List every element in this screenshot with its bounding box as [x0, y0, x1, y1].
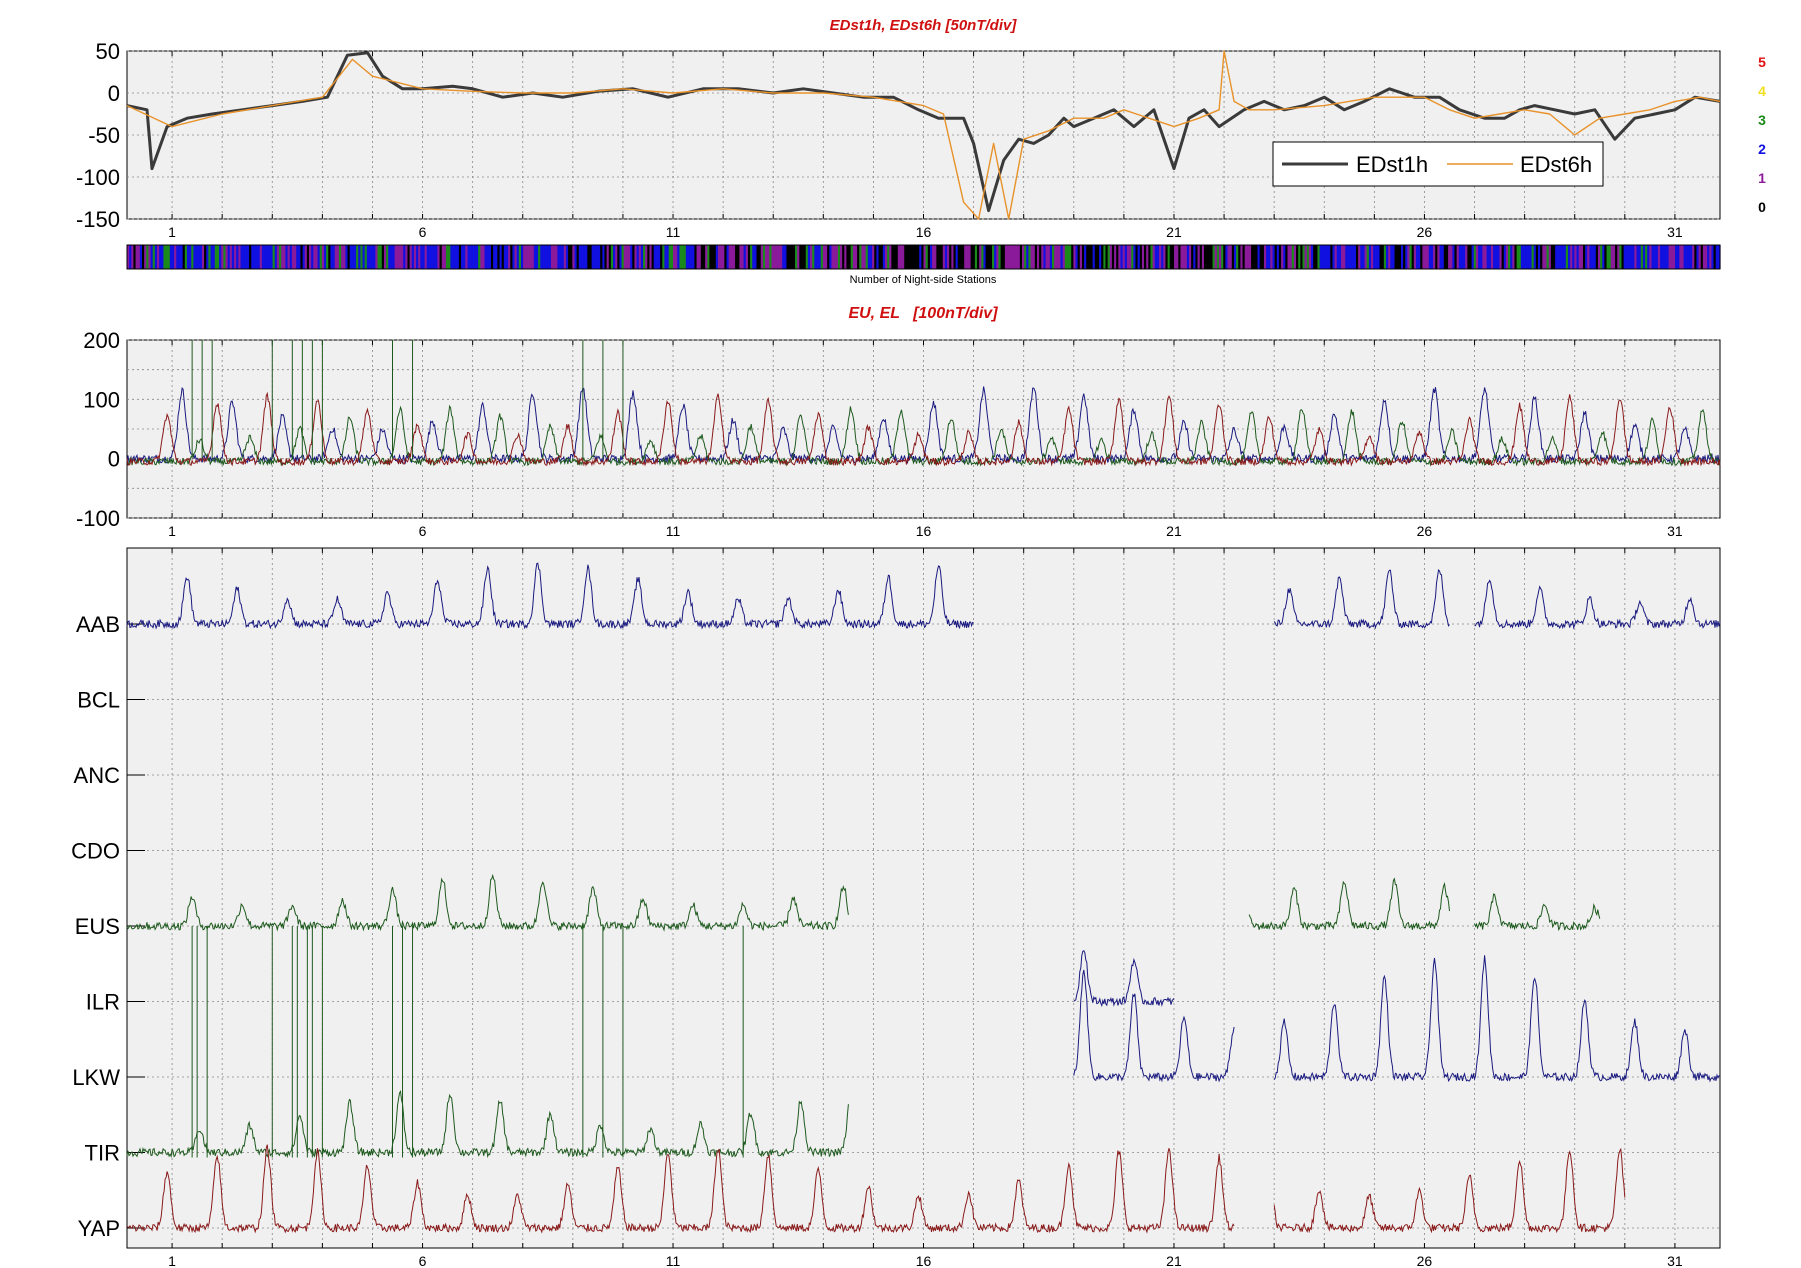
edst-xtick-label: 16 — [916, 224, 932, 240]
station-label-aab: AAB — [76, 612, 120, 637]
stations-xtick-label: 1 — [168, 1253, 176, 1268]
eu-el-ytick-label: -100 — [76, 506, 120, 531]
station-trace-ilr — [1273, 955, 1721, 1083]
edst-xtick-label: 26 — [1417, 224, 1433, 240]
eu-el-xtick-label: 11 — [666, 523, 681, 539]
stations-xtick-label: 16 — [916, 1253, 932, 1268]
eu-el-ytick-label: 200 — [83, 328, 120, 353]
station-trace-aab — [1273, 568, 1450, 630]
scale-label-5: 5 — [1758, 54, 1766, 70]
scale-label-0: 0 — [1758, 199, 1766, 215]
edst-panel: EDst1h, EDst6h [50nT/div] 50 0 -50 -100 -150… — [76, 17, 1721, 240]
edst-title: EDst1h, EDst6h [50nT/div] — [830, 17, 1018, 34]
station-trace-eus — [1248, 877, 1450, 931]
series-edst6h — [126, 50, 1721, 220]
eu-el-xtick-label: 16 — [916, 523, 932, 539]
station-count-scale: 5 4 3 2 1 0 — [1758, 54, 1766, 215]
station-label-bcl: BCL — [77, 688, 120, 713]
edst-xtick-label: 1 — [168, 224, 176, 240]
station-trace-tir — [126, 1089, 849, 1159]
station-trace-aab — [1474, 579, 1721, 630]
station-trace-eus — [1474, 893, 1601, 932]
stations-xtick-label: 11 — [666, 1253, 681, 1268]
station-trace-yap — [126, 1144, 1235, 1234]
eu-el-xtick-label: 1 — [168, 523, 176, 539]
eu-el-xtick-label: 31 — [1667, 523, 1683, 539]
scale-label-4: 4 — [1758, 83, 1766, 99]
stations-xtick-label: 31 — [1667, 1253, 1683, 1268]
legend-label-edst6h: EDst6h — [1520, 152, 1592, 177]
eu-el-xtick-label: 6 — [419, 523, 427, 539]
station-label-cdo: CDO — [71, 839, 120, 864]
station-label-tir: TIR — [85, 1141, 120, 1166]
station-label-anc: ANC — [74, 763, 121, 788]
scale-label-1: 1 — [1758, 170, 1766, 186]
legend-label-edst1h: EDst1h — [1356, 152, 1428, 177]
edst-ytick-label: -50 — [88, 123, 120, 148]
station-label-ilr: ILR — [86, 990, 120, 1015]
eu-el-xtick-label: 21 — [1166, 523, 1182, 539]
stations-xtick-label: 6 — [419, 1253, 427, 1268]
station-trace-aab — [126, 562, 974, 630]
edst-ytick-label: -100 — [76, 165, 120, 190]
stations-xtick-label: 26 — [1417, 1253, 1433, 1268]
scale-label-3: 3 — [1758, 112, 1766, 128]
edst-xtick-label: 11 — [666, 224, 681, 240]
station-trace-yap — [1273, 1147, 1626, 1234]
scale-label-2: 2 — [1758, 141, 1766, 157]
edst-ytick-label: 50 — [96, 39, 120, 64]
station-label-yap: YAP — [78, 1216, 120, 1241]
station-trace-eus — [126, 873, 849, 932]
eu-el-xtick-label: 26 — [1417, 523, 1433, 539]
stations-xtick-label: 21 — [1166, 1253, 1182, 1268]
edst-xtick-label: 21 — [1166, 224, 1182, 240]
eu-el-title: EU, EL [100nT/div] — [848, 305, 998, 322]
station-trace-ilr — [1073, 949, 1175, 1008]
colorbar-title: Number of Night-side Stations — [850, 274, 997, 286]
eu-el-ytick-label: 100 — [83, 387, 120, 412]
edst-xtick-label: 6 — [419, 224, 427, 240]
edst-ytick-label: -150 — [76, 207, 120, 232]
station-label-eus: EUS — [75, 914, 120, 939]
edst-ytick-label: 0 — [108, 81, 120, 106]
legend: EDst1h EDst6h — [1272, 141, 1604, 187]
series-edst1h — [126, 51, 1721, 213]
eu-el-ytick-label: 0 — [108, 447, 120, 472]
edst-xtick-label: 31 — [1667, 224, 1683, 240]
station-label-lkw: LKW — [72, 1065, 120, 1090]
eu-el-series-red — [126, 391, 1721, 467]
night-side-colorbar: Number of Night-side Stations — [126, 244, 1721, 286]
station-trace-ilr — [1073, 969, 1235, 1083]
